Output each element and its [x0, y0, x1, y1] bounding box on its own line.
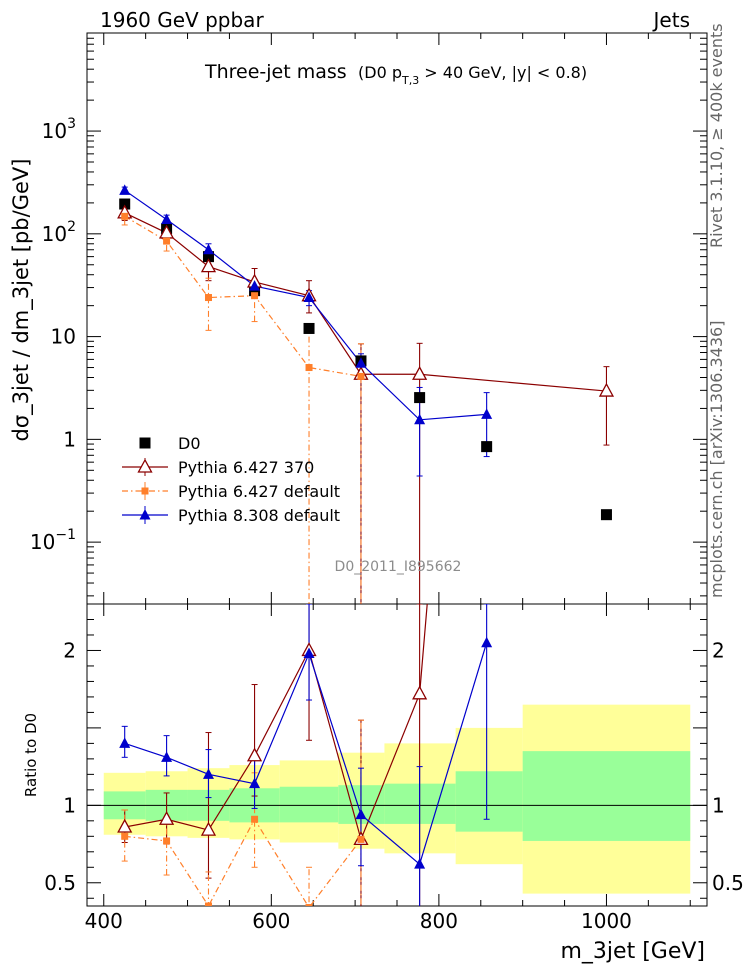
ratio-tick-label-left: 2	[63, 638, 76, 662]
ratio-data-point	[161, 751, 173, 762]
y-tick-label: 10−1	[30, 527, 76, 554]
data-point	[355, 357, 367, 368]
y-tick-label: 1	[63, 427, 76, 451]
y-tick-label: 10	[51, 325, 76, 349]
data-point	[119, 198, 131, 210]
x-axis-label: m_3jet [GeV]	[561, 939, 706, 964]
ratio-data-point	[357, 835, 365, 843]
ratio-data-point	[163, 837, 171, 845]
legend-label: Pythia 6.427 370	[178, 458, 314, 477]
ratio-tick-label-right: 0.5	[712, 871, 744, 895]
ratio-data-point	[204, 902, 212, 906]
ratio-inner-band	[522, 751, 691, 841]
ratio-data-point	[117, 818, 133, 833]
legend-label: Pythia 8.308 default	[178, 506, 340, 525]
data-point	[412, 365, 428, 380]
legend: D0 Pythia 6.427 370 Pythia 6.427 default Py…	[122, 434, 340, 525]
ratio-data-point	[305, 904, 313, 906]
x-tick-label: 800	[420, 909, 458, 933]
legend-label: D0	[178, 434, 201, 453]
data-point	[481, 408, 493, 419]
ratio-inner-band	[279, 786, 339, 823]
data-point	[202, 251, 214, 263]
rivet-version-label: Rivet 3.1.10, ≥ 400k events	[707, 23, 726, 248]
ratio-data-point	[414, 858, 426, 869]
ratio-data-point	[200, 821, 217, 836]
data-point	[249, 280, 261, 291]
data-point	[121, 212, 129, 220]
ratio-data-point	[303, 647, 315, 659]
ratio-data-point	[355, 808, 367, 820]
ratio-data-point	[121, 832, 129, 840]
ratio-series-line	[124, 642, 488, 866]
data-point	[414, 413, 426, 425]
ratio-data-point	[202, 768, 214, 779]
ratio-tick-label-right: 2	[712, 638, 725, 662]
ratio-data-point	[481, 636, 493, 648]
header-right: Jets	[652, 8, 690, 32]
y-axis-label: dσ_3jet / dm_3jet [pb/GeV]	[9, 159, 34, 442]
data-point	[598, 382, 615, 397]
y-tick-label: 102	[42, 219, 76, 246]
series-line	[124, 189, 487, 421]
data-point	[249, 285, 261, 297]
plot-subtitle: (D0 pT,3 > 40 GeV, |y| < 0.8)	[358, 63, 587, 87]
y-tick-label: 103	[42, 116, 76, 143]
ratio-series-line	[124, 604, 428, 842]
axes: 400 600 800 1000 10−1 1 10 102 103 0.5 0.5 1 1 2 2	[30, 32, 744, 933]
legend-marker	[137, 458, 153, 473]
data-point	[357, 372, 365, 380]
data-point	[204, 294, 212, 302]
data-point	[251, 292, 259, 300]
legend-label: Pythia 6.427 default	[178, 482, 340, 501]
mcplots-source-label: mcplots.cern.ch [arXiv:1306.3436]	[707, 321, 726, 598]
ratio-tick-label-left: 0.5	[44, 871, 76, 895]
ratio-data-point	[159, 810, 175, 825]
data-point	[305, 364, 313, 372]
header-left: 1960 GeV ppbar	[100, 8, 264, 32]
ratio-data-point	[246, 747, 263, 762]
ratio-tick-label-left: 1	[63, 793, 76, 817]
data-point	[119, 184, 131, 195]
legend-marker	[139, 509, 151, 520]
ratio-data-point	[249, 777, 261, 789]
ratio-uncertainty-bands	[103, 704, 691, 894]
ratio-panel-data	[117, 604, 493, 906]
data-point	[600, 509, 612, 521]
data-point	[161, 213, 173, 224]
x-tick-label: 1000	[581, 909, 632, 933]
data-point	[163, 237, 171, 245]
ratio-data-point	[119, 737, 131, 748]
data-point	[303, 322, 315, 334]
data-point	[202, 243, 214, 255]
data-point	[200, 258, 217, 273]
ratio-data-point	[412, 685, 428, 700]
analysis-id: D0_2011_I895662	[335, 559, 462, 575]
ratio-y-axis-label: Ratio to D0	[22, 713, 40, 797]
legend-marker	[141, 487, 149, 495]
x-tick-label: 600	[252, 909, 290, 933]
series-line	[124, 215, 362, 377]
main-panel-data	[117, 184, 615, 604]
x-tick-label: 400	[85, 909, 123, 933]
ratio-data-point	[251, 815, 259, 823]
legend-marker	[139, 437, 151, 449]
data-point	[481, 441, 493, 453]
data-point	[303, 291, 315, 303]
plot-title: Three-jet mass	[204, 61, 347, 83]
ratio-inner-band	[455, 771, 523, 832]
data-point	[414, 392, 426, 404]
ratio-tick-label-right: 1	[712, 793, 725, 817]
